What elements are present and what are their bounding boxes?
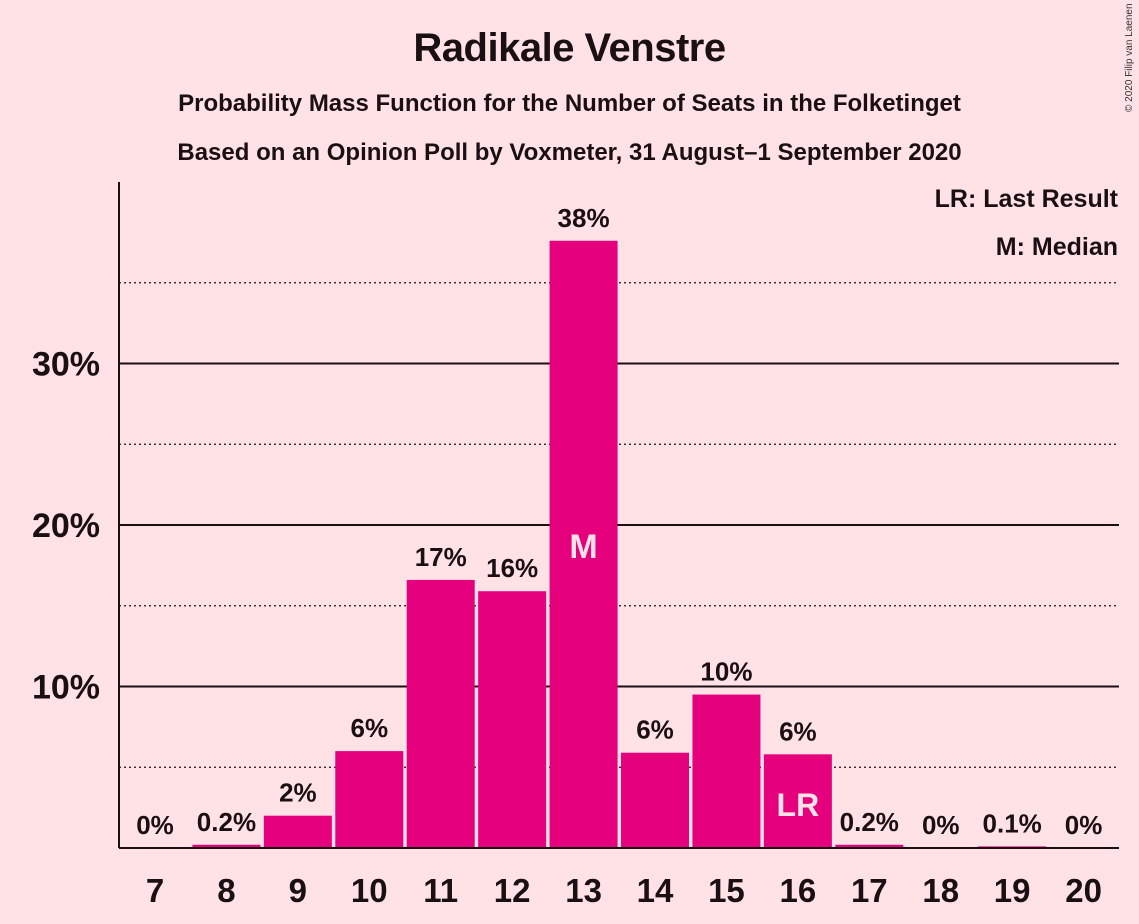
value-label: 0.2% [197, 807, 256, 837]
value-label: 6% [779, 716, 817, 746]
bar-15 [692, 694, 761, 848]
median-marker: M [569, 528, 597, 566]
value-label: 0% [1065, 810, 1103, 840]
value-label: 0% [136, 810, 174, 840]
value-labels: 0% 0.2% 2% 6% 17% 16% 38% M 6% 10% 6% LR 0.2% 0% 0.1% 0… [136, 203, 1102, 840]
bar-8 [192, 844, 261, 848]
x-tick-label: 15 [708, 872, 745, 909]
value-label: 10% [700, 657, 752, 687]
last-result-marker: LR [777, 787, 820, 823]
chart-title: Radikale Venstre [413, 26, 726, 70]
bar-10 [335, 751, 404, 848]
bar-17 [835, 844, 904, 848]
x-tick-label: 17 [851, 872, 888, 909]
value-label: 2% [279, 778, 317, 808]
bar-12 [478, 591, 547, 848]
x-tick-label: 12 [494, 872, 531, 909]
x-tick-label: 20 [1065, 872, 1102, 909]
value-label: 0.2% [840, 807, 899, 837]
bar-9 [263, 815, 332, 848]
y-tick-label: 30% [32, 346, 100, 384]
legend-median: M: Median [995, 233, 1118, 261]
bar-11 [406, 579, 475, 848]
x-tick-label: 11 [423, 872, 458, 909]
x-tick-label: 19 [994, 872, 1031, 909]
bar-13 [549, 240, 618, 848]
value-label: 17% [415, 542, 467, 572]
legend-last-result: LR: Last Result [934, 185, 1118, 213]
y-tick-label: 20% [32, 507, 100, 545]
bar-14 [621, 752, 690, 848]
chart-subtitle: Probability Mass Function for the Number… [178, 90, 961, 117]
x-tick-label: 10 [351, 872, 388, 909]
x-tick-label: 16 [780, 872, 817, 909]
value-label: 6% [351, 713, 389, 743]
chart-source-subtitle: Based on an Opinion Poll by Voxmeter, 31… [177, 139, 962, 166]
y-tick-label: 10% [32, 669, 100, 707]
value-label: 16% [486, 553, 538, 583]
gridlines [119, 282, 1119, 768]
axes: 10% 20% 30% 7 8 9 10 11 12 13 14 15 16 17 18 19 20 [32, 182, 1119, 909]
value-label: 0.1% [983, 808, 1042, 838]
x-tick-label: 13 [565, 872, 602, 909]
bar-16 [763, 754, 832, 848]
x-tick-label: 9 [289, 872, 307, 909]
bars [192, 240, 1047, 848]
x-tick-label: 7 [146, 872, 164, 909]
value-label: 38% [558, 203, 610, 233]
x-tick-label: 14 [637, 872, 674, 909]
x-tick-label: 8 [217, 872, 235, 909]
value-label: 0% [922, 810, 960, 840]
value-label: 6% [636, 715, 674, 745]
x-tick-label: 18 [922, 872, 959, 909]
